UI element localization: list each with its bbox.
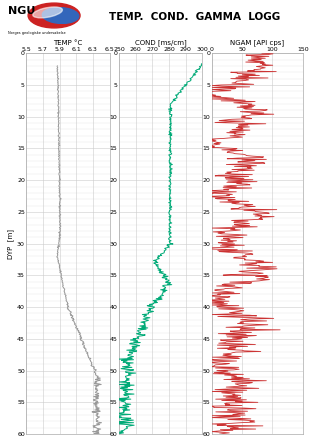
X-axis label: NGAM [API cps]: NGAM [API cps] — [230, 40, 284, 47]
Text: NGU: NGU — [8, 6, 35, 16]
X-axis label: COND [ms/cm]: COND [ms/cm] — [135, 40, 187, 47]
Y-axis label: DYP  [m]: DYP [m] — [7, 229, 14, 259]
Text: TEMP.  COND.  GAMMA  LOGG: TEMP. COND. GAMMA LOGG — [109, 12, 281, 22]
Circle shape — [28, 3, 80, 28]
Ellipse shape — [33, 7, 62, 18]
Ellipse shape — [42, 8, 79, 23]
X-axis label: TEMP °C: TEMP °C — [53, 40, 83, 46]
Text: Norges geologiske undersøkelse: Norges geologiske undersøkelse — [8, 31, 65, 35]
